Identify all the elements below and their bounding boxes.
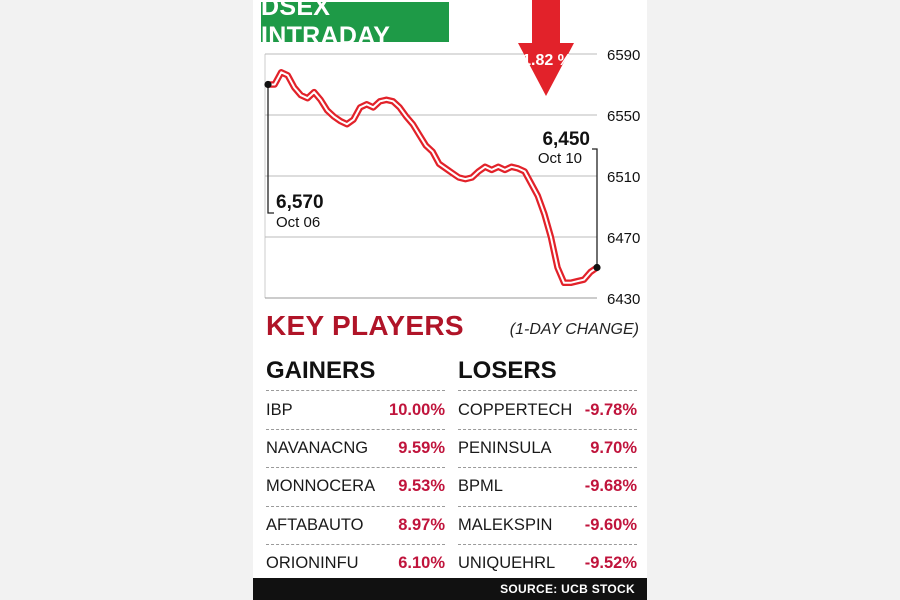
y-tick-label: 6550 bbox=[607, 108, 640, 125]
percent-change: -9.52% bbox=[584, 554, 637, 573]
percent-change: -9.60% bbox=[584, 515, 637, 534]
ticker-name: UNIQUEHRL bbox=[458, 554, 556, 573]
percent-change: 9.53% bbox=[398, 477, 445, 496]
end-marker bbox=[593, 263, 601, 272]
series-line-outer bbox=[264, 69, 601, 287]
losers-title: LOSERS bbox=[458, 357, 557, 384]
ticker-name: PENINSULA bbox=[458, 438, 552, 457]
ticker-name: NAVANACNG bbox=[266, 438, 369, 457]
infographic-card: 6590 6550 6510 6470 6430 6,570 Oct 06 6,450 Oct … bbox=[253, 0, 647, 600]
chart-title-text: DSEX INTRADAY bbox=[261, 0, 391, 50]
y-tick-label: 6590 bbox=[607, 47, 640, 64]
chart-title: DSEX INTRADAY bbox=[261, 0, 449, 50]
end-value-label: 6,450 bbox=[542, 129, 590, 150]
ticker-name: COPPERTECH bbox=[458, 400, 573, 419]
gainers-rule bbox=[266, 390, 445, 391]
y-tick-label: 6510 bbox=[607, 169, 640, 186]
loser-row: MALEKSPIN -9.60% bbox=[458, 506, 637, 546]
percent-change: 10.00% bbox=[389, 400, 445, 419]
start-marker bbox=[264, 80, 272, 89]
ticker-name: MONNOCERA bbox=[266, 477, 376, 496]
loser-row: PENINSULA 9.70% bbox=[458, 429, 637, 469]
gainer-row: NAVANACNG 9.59% bbox=[266, 429, 445, 469]
source-bar: SOURCE: UCB STOCK bbox=[253, 578, 647, 600]
percent-change: 9.59% bbox=[398, 438, 445, 457]
down-arrow-icon bbox=[518, 0, 574, 96]
key-players-title: KEY PLAYERS bbox=[266, 310, 464, 341]
y-tick-label: 6430 bbox=[607, 291, 640, 308]
change-badge-label: 1.82 % bbox=[522, 52, 572, 69]
change-period-note: (1-DAY CHANGE) bbox=[509, 321, 639, 338]
gainers-title: GAINERS bbox=[266, 357, 376, 384]
gainer-row: IBP 10.00% bbox=[266, 391, 445, 430]
loser-row: BPML -9.68% bbox=[458, 468, 637, 507]
loser-row: UNIQUEHRL -9.52% bbox=[458, 545, 637, 584]
percent-change: 8.97% bbox=[398, 515, 445, 534]
ticker-name: AFTABAUTO bbox=[266, 515, 364, 534]
end-bracket bbox=[592, 148, 598, 268]
ticker-name: IBP bbox=[266, 400, 293, 419]
gainer-row: MONNOCERA 9.53% bbox=[266, 468, 445, 507]
start-date-label: Oct 06 bbox=[276, 214, 320, 231]
losers-rule bbox=[458, 390, 637, 391]
percent-change: 9.70% bbox=[590, 438, 637, 457]
series-line-inner bbox=[267, 71, 598, 284]
y-tick-label: 6470 bbox=[607, 230, 640, 247]
end-date-label: Oct 10 bbox=[538, 150, 582, 167]
percent-change: 6.10% bbox=[398, 554, 445, 573]
ticker-name: MALEKSPIN bbox=[458, 515, 553, 534]
ticker-name: BPML bbox=[458, 477, 503, 496]
gainer-row: AFTABAUTO 8.97% bbox=[266, 506, 445, 546]
start-bracket bbox=[267, 84, 274, 214]
start-value-label: 6,570 bbox=[276, 192, 324, 213]
percent-change: -9.78% bbox=[584, 400, 637, 419]
percent-change: -9.68% bbox=[584, 477, 637, 496]
source-text: SOURCE: UCB STOCK bbox=[500, 582, 635, 596]
ticker-name: ORIONINFU bbox=[266, 554, 359, 573]
loser-row: COPPERTECH -9.78% bbox=[458, 391, 637, 430]
